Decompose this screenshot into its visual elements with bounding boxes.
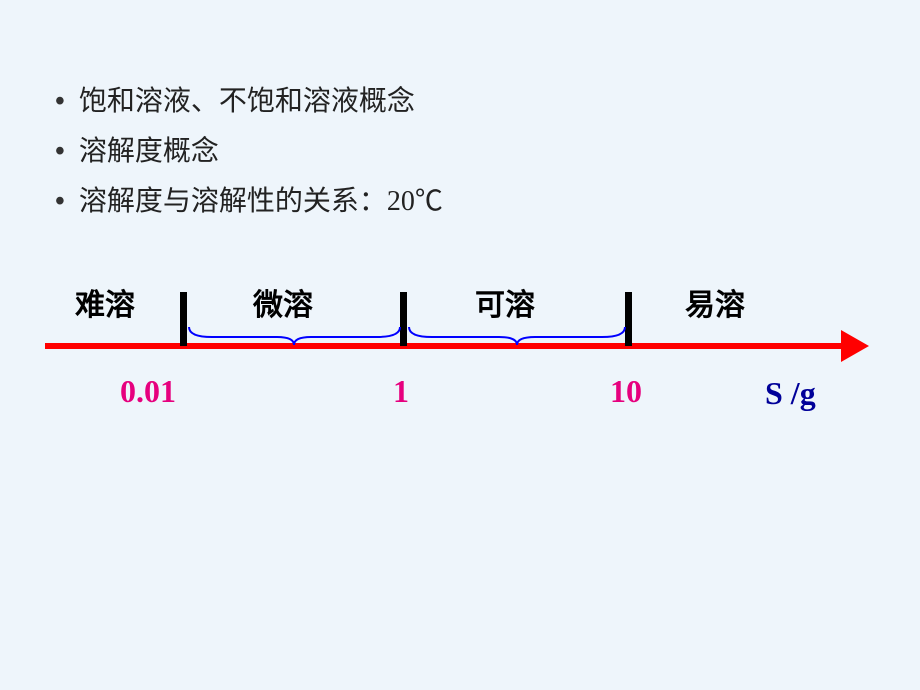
category-label-kerong: 可溶 xyxy=(475,280,535,324)
bullet-text-3: 溶解度与溶解性的关系：20℃ xyxy=(79,185,443,219)
bullet-item-1: • 饱和溶液、不饱和溶液概念 xyxy=(55,85,443,119)
bullet-dot-icon: • xyxy=(55,185,65,219)
category-label-yirong: 易溶 xyxy=(685,280,745,324)
bullet-dot-icon: • xyxy=(55,135,65,169)
tick-label-1: 1 xyxy=(393,373,409,410)
category-label-nanrong: 难溶 xyxy=(75,280,135,324)
axis-unit-label: S /g xyxy=(765,375,816,412)
solubility-number-line: 难溶 微溶 可溶 易溶 0.01 1 10 S /g xyxy=(45,275,875,435)
bullet-dot-icon: • xyxy=(55,85,65,119)
tick-label-10: 10 xyxy=(610,373,642,410)
brace-icon-1 xyxy=(187,325,402,347)
category-label-weirong: 微溶 xyxy=(253,280,313,324)
bullet-list: • 饱和溶液、不饱和溶液概念 • 溶解度概念 • 溶解度与溶解性的关系：20℃ xyxy=(55,85,443,235)
bullet-item-2: • 溶解度概念 xyxy=(55,135,443,169)
arrow-head-icon xyxy=(841,330,869,362)
bullet-item-3: • 溶解度与溶解性的关系：20℃ xyxy=(55,185,443,219)
bullet-text-1: 饱和溶液、不饱和溶液概念 xyxy=(79,85,415,119)
tick-label-001: 0.01 xyxy=(120,373,176,410)
tick-mark-1 xyxy=(180,292,187,346)
brace-icon-2 xyxy=(407,325,627,347)
bullet-text-2: 溶解度概念 xyxy=(79,135,219,169)
